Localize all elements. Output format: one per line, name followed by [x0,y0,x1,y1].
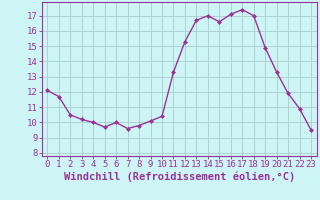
X-axis label: Windchill (Refroidissement éolien,°C): Windchill (Refroidissement éolien,°C) [64,172,295,182]
